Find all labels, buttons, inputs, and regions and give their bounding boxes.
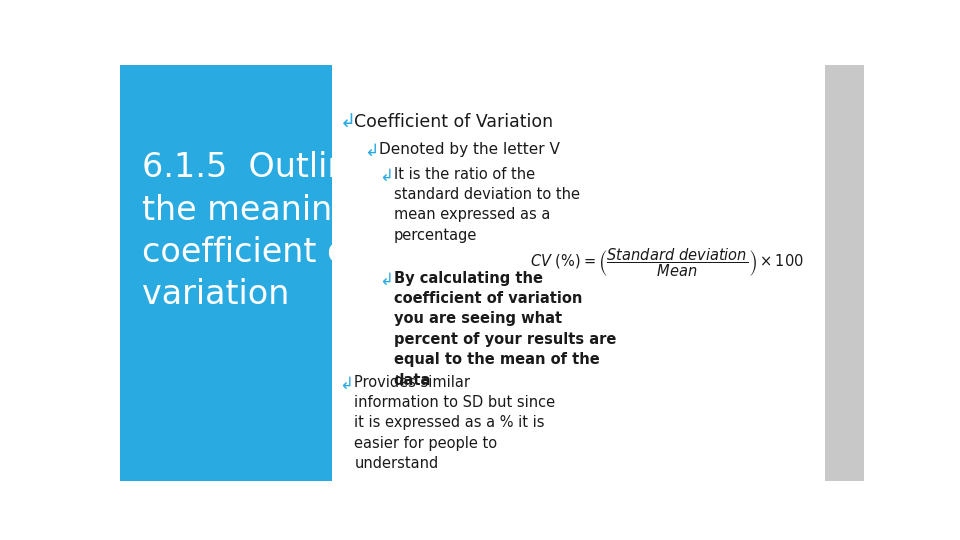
Text: By calculating the
coefficient of variation
you are seeing what
percent of your : By calculating the coefficient of variat… (394, 271, 616, 388)
Text: ↲: ↲ (340, 375, 353, 393)
Text: Denoted by the letter V: Denoted by the letter V (379, 141, 560, 157)
Text: It is the ratio of the
standard deviation to the
mean expressed as a
percentage: It is the ratio of the standard deviatio… (394, 167, 580, 243)
Bar (120, 65, 332, 481)
Text: 6.1.5  Outline
the meaning of
coefficient of
variation: 6.1.5 Outline the meaning of coefficient… (142, 151, 396, 310)
Text: ↲: ↲ (340, 113, 356, 132)
Text: Coefficient of Variation: Coefficient of Variation (354, 113, 554, 131)
Text: ↲: ↲ (379, 271, 393, 288)
Bar (826, 65, 864, 481)
Text: Provides similar
information to SD but since
it is expressed as a % it is
easier: Provides similar information to SD but s… (354, 375, 556, 471)
Text: ↲: ↲ (379, 167, 393, 185)
Text: ↲: ↲ (364, 141, 378, 160)
Text: $\mathit{CV\ (\%)} = \left(\dfrac{\mathit{Standard\ deviation}}{\mathit{Mean}}\r: $\mathit{CV\ (\%)} = \left(\dfrac{\mathi… (530, 246, 804, 279)
